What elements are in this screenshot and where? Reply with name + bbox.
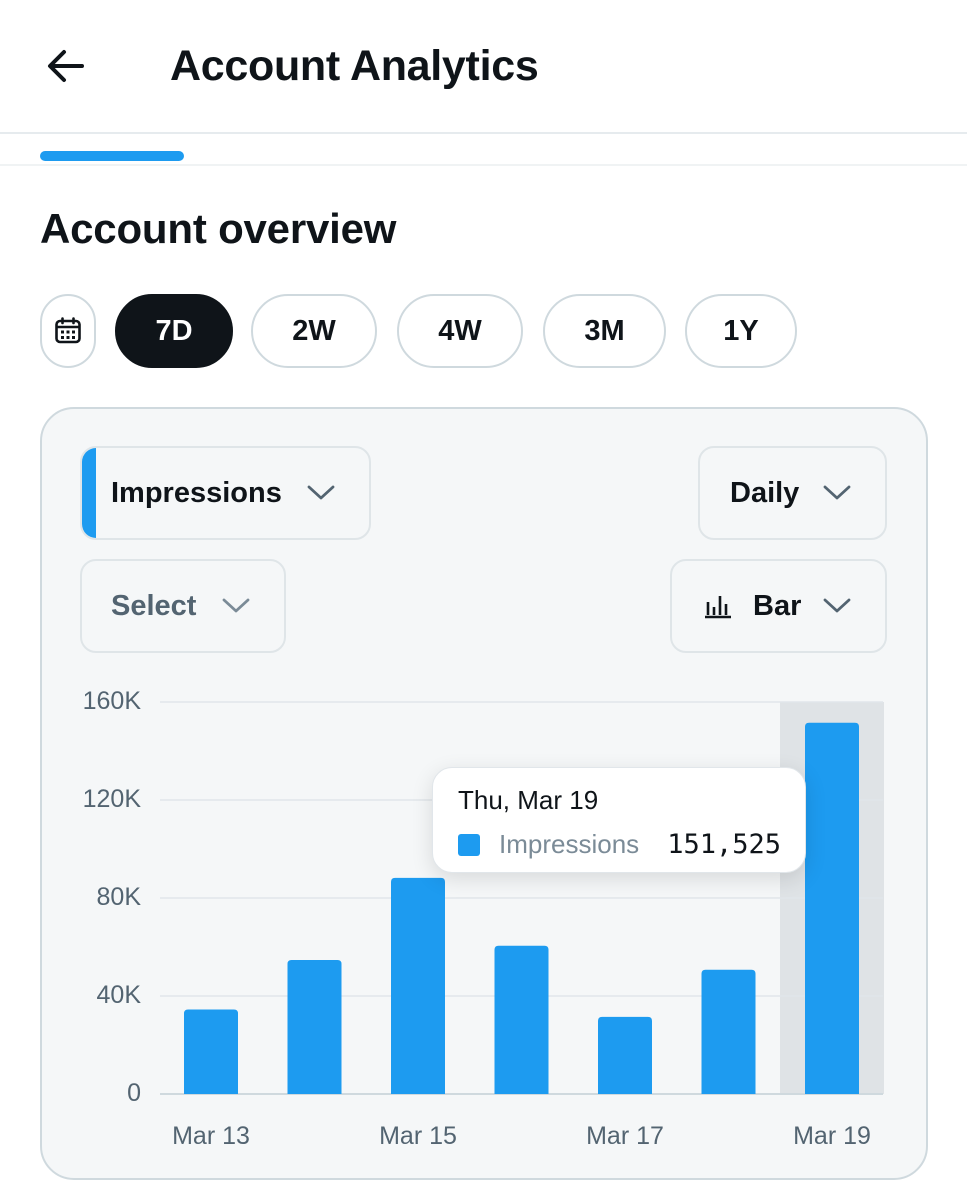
active-tab-indicator	[40, 151, 184, 161]
metric-dropdown[interactable]: Impressions	[80, 446, 371, 540]
page-title: Account Analytics	[170, 42, 539, 90]
chevron-down-icon	[222, 598, 250, 613]
bar-mar-13[interactable]	[184, 1009, 238, 1094]
back-button[interactable]	[40, 40, 92, 92]
compare-metric-dropdown[interactable]: Select	[80, 559, 286, 653]
bar-mar-16[interactable]	[494, 945, 549, 1094]
chevron-down-icon	[823, 598, 851, 613]
interval-dropdown-label: Daily	[730, 476, 800, 509]
chart-type-dropdown[interactable]: Bar	[670, 559, 887, 653]
x-tick-label: Mar 13	[172, 1122, 250, 1150]
tab-divider	[0, 164, 967, 166]
y-tick-label: 40K	[96, 981, 141, 1009]
interval-dropdown[interactable]: Daily	[698, 446, 887, 540]
y-tick-label: 0	[127, 1079, 141, 1107]
range-4w-button[interactable]: 4W	[397, 294, 523, 368]
compare-dropdown-label: Select	[111, 589, 197, 622]
bar-mar-19[interactable]	[805, 722, 859, 1094]
chart-type-dropdown-label: Bar	[753, 589, 802, 622]
app-header: Account Analytics	[0, 0, 967, 134]
range-1y-button[interactable]: 1Y	[685, 294, 797, 368]
x-tick-label: Mar 19	[793, 1122, 871, 1150]
y-tick-label: 80K	[96, 883, 141, 911]
metric-color-indicator	[82, 448, 96, 538]
tooltip-series-swatch	[458, 834, 480, 856]
section-title: Account overview	[40, 205, 397, 252]
chevron-down-icon	[307, 485, 335, 500]
tooltip-series-label: Impressions	[499, 829, 640, 859]
x-tick-label: Mar 15	[379, 1122, 457, 1150]
metric-dropdown-label: Impressions	[111, 476, 282, 509]
y-tick-label: 120K	[82, 785, 141, 813]
bar-mar-18[interactable]	[701, 969, 756, 1094]
tooltip-date: Thu, Mar 19	[458, 785, 599, 815]
calendar-button[interactable]	[40, 294, 96, 368]
y-tick-label: 160K	[82, 687, 141, 715]
back-arrow-icon	[48, 50, 84, 82]
bar-mar-15[interactable]	[391, 877, 445, 1094]
chevron-down-icon	[823, 485, 851, 500]
chart-tooltip: Thu, Mar 19 Impressions 151,525	[432, 767, 806, 873]
calendar-icon	[55, 317, 81, 344]
bar-mar-17[interactable]	[598, 1016, 652, 1094]
tooltip-value: 151,525	[667, 829, 781, 860]
x-tick-label: Mar 17	[586, 1122, 664, 1150]
bar-mar-14[interactable]	[287, 959, 342, 1094]
range-3m-button[interactable]: 3M	[543, 294, 666, 368]
bar-chart-icon	[705, 596, 731, 619]
range-2w-button[interactable]: 2W	[251, 294, 377, 368]
range-7d-button[interactable]: 7D	[115, 294, 233, 368]
